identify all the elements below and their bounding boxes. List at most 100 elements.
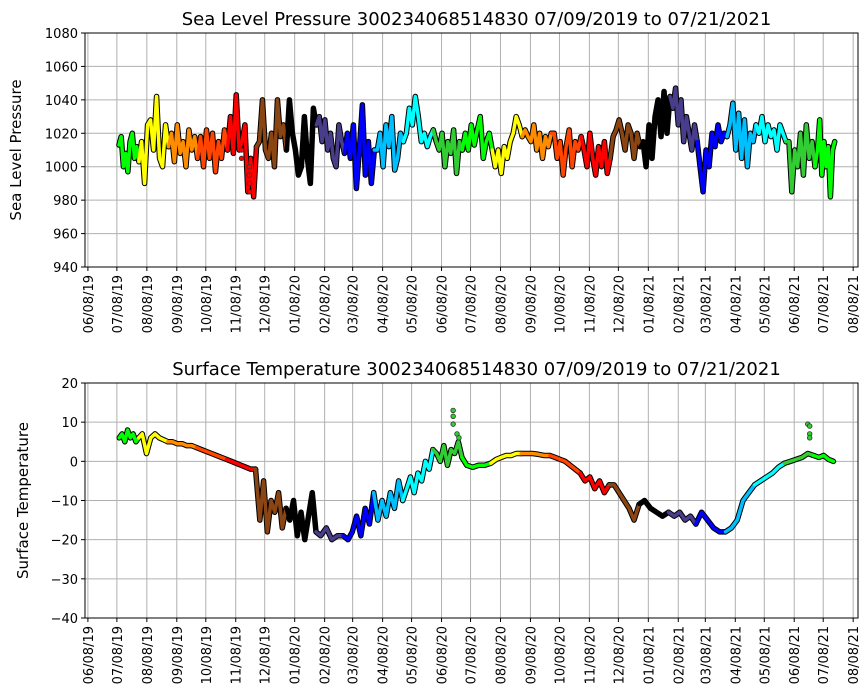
series-line-2020-05 — [401, 94, 436, 149]
x-tick-label: 06/08/19 — [82, 626, 97, 684]
series-line-2019-11 — [225, 93, 259, 199]
outlier-point — [246, 164, 252, 170]
series-line-2021-06 — [782, 451, 816, 466]
x-tick-label: 07/08/20 — [465, 626, 480, 684]
x-tick-label: 05/08/20 — [406, 275, 421, 333]
chart-title: Surface Temperature 300234068514830 07/0… — [172, 359, 781, 380]
x-tick-label: 06/08/20 — [436, 626, 451, 684]
y-tick-label: −10 — [51, 495, 78, 510]
series-line-2020-07 — [460, 114, 494, 161]
series-line-2019-07 — [117, 131, 141, 174]
x-tick-label: 11/08/19 — [230, 275, 245, 333]
x-tick-label: 07/08/21 — [817, 626, 832, 684]
outlier-point — [456, 435, 462, 441]
x-tick-label: 04/08/20 — [377, 275, 392, 333]
series-line-2020-04 — [372, 114, 406, 172]
x-tick-label: 11/08/20 — [583, 626, 598, 684]
series-line-2021-01 — [638, 89, 672, 169]
series-line-2020-07 — [460, 455, 493, 469]
x-tick-label: 06/08/19 — [82, 275, 97, 333]
x-tick-label: 08/08/21 — [847, 275, 862, 333]
x-tick-label: 02/08/20 — [319, 275, 334, 333]
x-tick-label: 09/08/19 — [171, 626, 186, 684]
series-line-2020-12 — [608, 118, 642, 161]
axes-frame — [84, 382, 859, 619]
x-tick-label: 02/08/21 — [672, 626, 687, 684]
x-tick-label: 03/08/21 — [699, 626, 714, 684]
outlier-point — [246, 189, 252, 195]
x-tick-label: 04/08/21 — [729, 275, 744, 333]
x-tick-label: 08/08/20 — [494, 626, 509, 684]
x-tick-label: 08/08/19 — [141, 626, 156, 684]
series-line-2020-01 — [284, 98, 319, 186]
series-line-2020-02 — [314, 114, 347, 169]
series-line-2020-05 — [401, 447, 435, 503]
temperature-chart: −40 −30 −20 −10 0 10 20 06/08/19 07/08/19 08/08/1… — [14, 359, 862, 684]
x-tick-label: 05/08/21 — [758, 626, 773, 684]
series-line-2021-02 — [668, 86, 699, 152]
x-tick-label: 08/08/20 — [494, 275, 509, 333]
chart-title: Sea Level Pressure 300234068514830 07/09… — [182, 9, 772, 30]
series-line-2021-05 — [754, 114, 788, 152]
outlier-point — [246, 172, 252, 178]
x-tick-label: 04/08/21 — [729, 626, 744, 684]
series-line-2020-06 — [431, 440, 464, 467]
x-tick-label: 10/08/20 — [553, 275, 568, 333]
x-tick-label: 03/08/21 — [699, 275, 714, 333]
y-tick-label: −40 — [51, 612, 78, 627]
y-tick-label: 1080 — [45, 27, 78, 42]
series-line-2019-12 — [253, 467, 288, 534]
y-tick-label: −20 — [51, 534, 78, 549]
x-tick-label: 01/08/21 — [642, 275, 657, 333]
outlier-point — [450, 407, 456, 414]
series-line-2020-12 — [607, 483, 641, 522]
series-line-2021-04 — [725, 101, 758, 169]
outlier-point — [806, 435, 813, 441]
y-tick-label: 1020 — [45, 127, 78, 142]
x-tick-label: 08/08/19 — [141, 275, 156, 333]
x-tick-label: 07/08/21 — [817, 275, 832, 333]
y-tick-label: 980 — [53, 194, 78, 209]
y-tick-label: 1040 — [45, 94, 78, 109]
series-line-2019-09 — [166, 123, 200, 169]
x-tick-label: 07/08/19 — [111, 626, 126, 684]
outlier-point — [238, 147, 245, 153]
series-line-2020-04 — [371, 479, 405, 522]
x-tick-label: 07/08/19 — [111, 275, 126, 333]
series-line-2020-10 — [549, 128, 583, 177]
series-line-2019-10 — [194, 445, 229, 462]
series-line-2020-10 — [548, 453, 582, 475]
series-line-2020-09 — [520, 123, 553, 161]
series-line-2021-02 — [666, 510, 698, 526]
outlier-point — [246, 180, 252, 187]
series-line-2021-03 — [695, 123, 729, 194]
series-line-2021-07 — [811, 453, 836, 464]
series-line-2020-11 — [578, 471, 611, 495]
x-tick-label: 06/08/21 — [788, 626, 803, 684]
series-line-2020-11 — [579, 131, 612, 177]
y-tick-label: 10 — [61, 416, 78, 431]
x-tick-label: 09/08/19 — [171, 275, 186, 333]
series-line-2019-08 — [137, 94, 171, 186]
x-tick-label: 01/08/21 — [642, 626, 657, 684]
y-tick-label: 0 — [70, 455, 78, 470]
x-tick-label: 09/08/20 — [524, 626, 539, 684]
series-line-2020-09 — [519, 451, 552, 458]
series-line-2020-03 — [342, 103, 377, 191]
series-line-2020-02 — [314, 526, 345, 542]
x-tick-label: 04/08/20 — [377, 626, 392, 684]
series-line-2019-11 — [224, 457, 258, 471]
x-tick-label: 11/08/19 — [230, 626, 245, 684]
x-tick-label: 12/08/20 — [612, 626, 627, 684]
series-line-2020-06 — [431, 128, 465, 176]
x-tick-label: 10/08/20 — [553, 626, 568, 684]
y-axis-label: Surface Temperature — [14, 422, 32, 579]
y-tick-label: 20 — [61, 377, 78, 392]
y-tick-label: 960 — [53, 228, 78, 243]
x-tick-label: 06/08/21 — [788, 275, 803, 333]
axes-frame — [84, 32, 859, 268]
series-line-2019-07 — [117, 428, 141, 444]
x-tick-label: 11/08/20 — [583, 275, 598, 333]
x-tick-label: 05/08/20 — [406, 626, 421, 684]
